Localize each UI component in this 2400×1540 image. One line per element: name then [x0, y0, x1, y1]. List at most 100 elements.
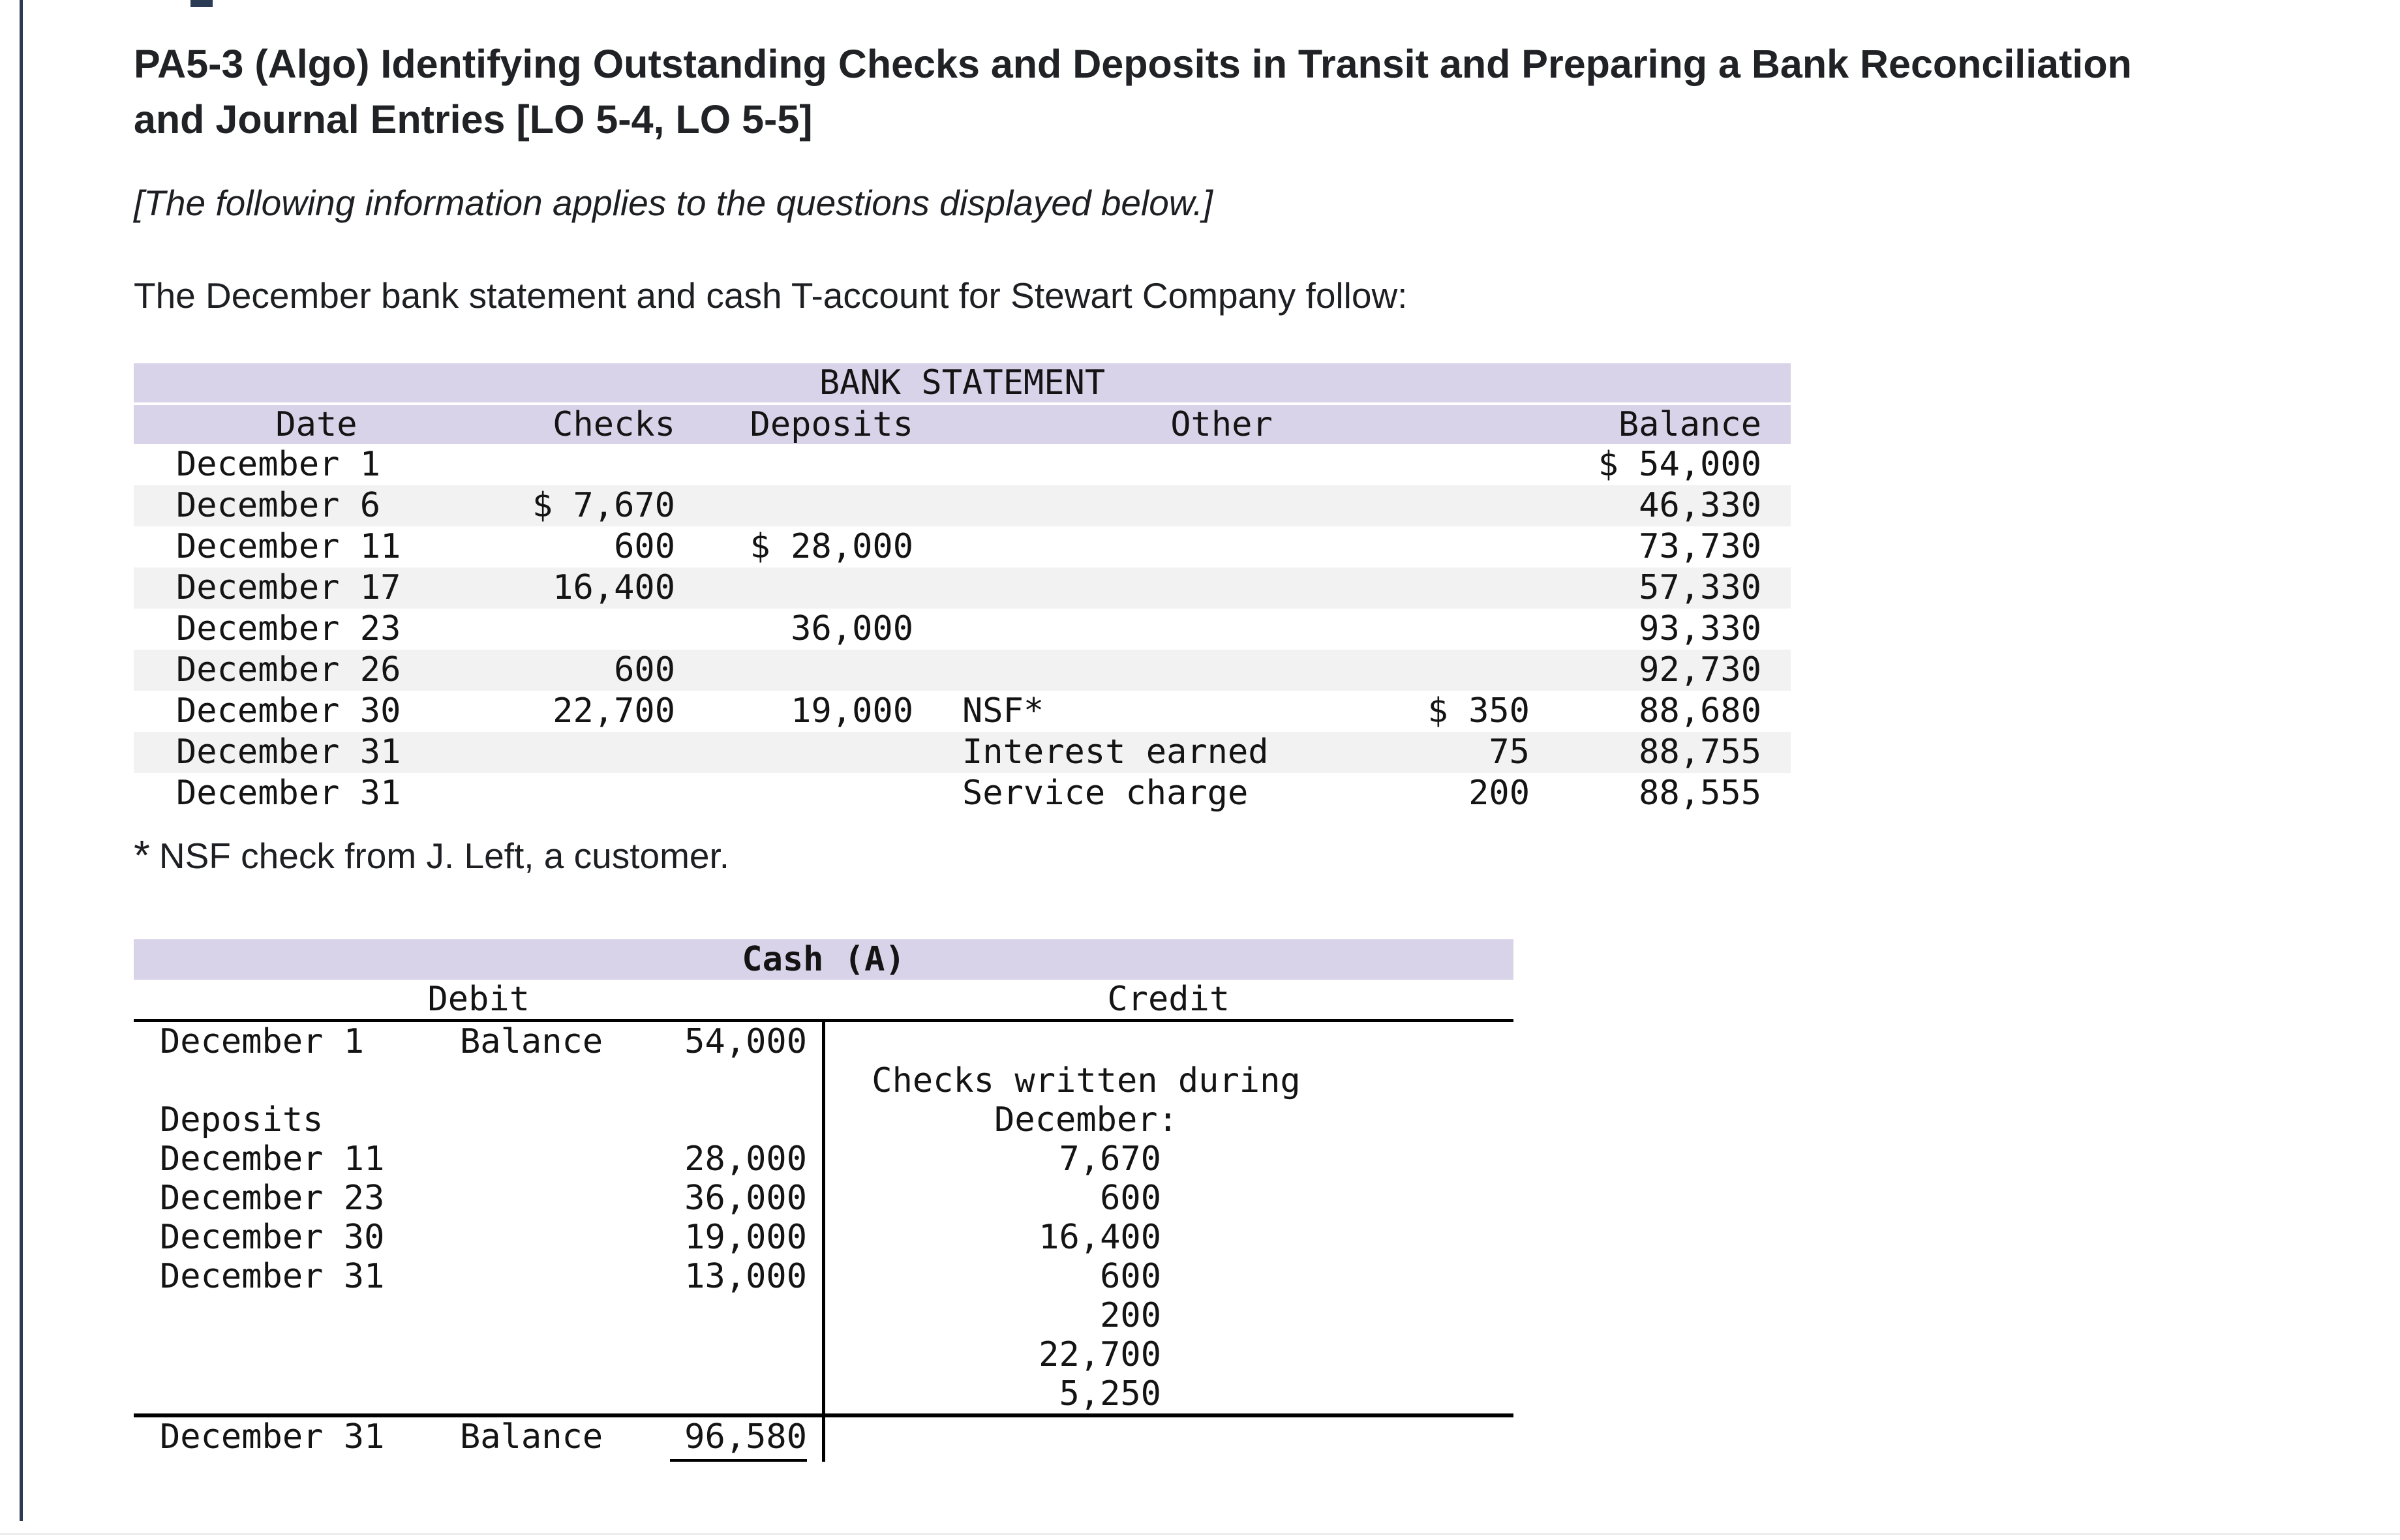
cell-checks: $ 7,670: [532, 486, 675, 526]
cell-balance: 88,555: [1639, 774, 1762, 813]
debit-header: Debit: [134, 979, 824, 1022]
credit-amount: 600: [1100, 1178, 1161, 1218]
t-account-row: December 1 Balance 54,000: [134, 1020, 1513, 1061]
cell-checks: [499, 609, 675, 650]
t-account-row: Checks written during: [134, 1061, 1513, 1100]
cell-deposits: [675, 650, 913, 691]
bank-row: December 17 16,400 57,330: [134, 567, 1791, 609]
t-account-row: December 30 19,000 16,400: [134, 1217, 1513, 1257]
bank-row: December 31 Interest earned 75 88,755: [134, 731, 1791, 773]
cell-date: December 26: [176, 650, 401, 690]
cell-other-amount: 75: [1489, 732, 1530, 772]
t-account-row: Deposits December:: [134, 1100, 1513, 1140]
cash-header-row: Debit Credit: [134, 979, 1513, 1022]
cell-deposits: [675, 485, 913, 526]
cell-date: December 30: [176, 691, 401, 731]
cell-other: Service charge: [962, 774, 1249, 813]
cash-title-row: Cash (A): [134, 939, 1513, 980]
left-accent-rule: [20, 0, 23, 1521]
info-note: [The following information applies to th…: [134, 182, 1213, 223]
cell-other: NSF*: [962, 691, 1044, 731]
bank-statement-title-row: BANK STATEMENT: [134, 363, 1791, 405]
cell-balance: 88,680: [1639, 691, 1762, 731]
bank-row: December 11 600 $ 28,000 73,730: [134, 526, 1791, 567]
cell-checks: [499, 773, 675, 814]
bank-row: December 26 600 92,730: [134, 649, 1791, 691]
cell-checks: 16,400: [553, 568, 675, 608]
nsf-footnote: * NSF check from J. Left, a customer.: [134, 831, 2286, 879]
deposit-amount: 19,000: [684, 1217, 807, 1257]
bank-statement-title: BANK STATEMENT: [134, 363, 1791, 405]
cell-date: December 17: [176, 568, 401, 608]
cell-other-amount: 200: [1468, 774, 1530, 813]
footnote-asterisk: *: [134, 831, 150, 879]
credit-amount: 7,670: [1059, 1139, 1161, 1179]
cell-checks: [499, 732, 675, 773]
cash-account-title: Cash (A): [134, 939, 1513, 980]
closing-balance-row: December 31 Balance 96,580: [134, 1413, 1513, 1462]
footnote-text: NSF check from J. Left, a customer.: [159, 835, 730, 876]
cell-date: December 11: [176, 527, 401, 567]
col-header-checks: Checks: [499, 403, 675, 444]
cell-deposits: [675, 732, 913, 773]
opening-balance-row: December 1 Balance 54,000: [134, 1022, 822, 1061]
deposit-amount: 13,000: [684, 1256, 807, 1296]
deposit-amount: 36,000: [684, 1178, 807, 1218]
bank-statement-header-row: Date Checks Deposits Other Balance: [134, 403, 1791, 444]
bank-row: December 31 Service charge 200 88,555: [134, 773, 1791, 814]
cell-balance: 46,330: [1639, 486, 1762, 526]
cell-date: December 31: [176, 732, 401, 772]
cell-other: [913, 609, 1279, 650]
top-accent-dash: [190, 0, 213, 7]
deposit-amount: 28,000: [684, 1139, 807, 1179]
cell-other-amount: $ 350: [1427, 691, 1530, 731]
cell-date: December 6: [176, 486, 381, 526]
credit-amount: 16,400: [1039, 1217, 1161, 1257]
cell-other: [913, 485, 1279, 526]
cell-deposits: $ 28,000: [750, 527, 913, 567]
cell-checks: 22,700: [553, 691, 675, 731]
deposit-date: December 23: [160, 1178, 385, 1218]
t-account-row: December 23 36,000 600: [134, 1178, 1513, 1218]
problem-content: PA5-3 (Algo) Identifying Outstanding Che…: [134, 0, 2286, 1462]
cell-other-amount: [1279, 609, 1530, 650]
cell-checks: [499, 444, 675, 485]
cell-other: Interest earned: [962, 732, 1269, 772]
cell-balance: 88,755: [1639, 732, 1762, 772]
cell-other: [913, 567, 1279, 609]
cell-checks: 600: [614, 650, 675, 690]
t-account-row: 22,700: [134, 1335, 1513, 1374]
cell-deposits: 36,000: [791, 609, 913, 649]
col-header-date: Date: [134, 403, 499, 444]
cell-balance: 92,730: [1639, 650, 1762, 690]
t-account-row: 5,250: [134, 1374, 1513, 1415]
cell-balance: 73,730: [1639, 527, 1762, 567]
credit-amount: 22,700: [1039, 1335, 1161, 1374]
intro-text: The December bank statement and cash T-a…: [134, 275, 1408, 316]
credit-amount: 5,250: [1059, 1374, 1161, 1413]
credit-amount: 600: [1100, 1256, 1161, 1296]
cell-balance: $ 54,000: [1598, 445, 1762, 485]
cell-other-amount: [1279, 650, 1530, 691]
closing-label: Balance: [460, 1417, 603, 1457]
cell-other-amount: [1279, 526, 1530, 567]
cell-date: December 23: [176, 609, 401, 649]
t-account-row: December 31 13,000 600: [134, 1256, 1513, 1296]
col-header-balance: Balance: [1530, 403, 1791, 444]
credit-caption-line2: December:: [994, 1100, 1178, 1140]
cell-deposits: 19,000: [791, 691, 913, 731]
cell-checks: 600: [614, 527, 675, 567]
credit-caption-line1: Checks written during: [872, 1061, 1301, 1100]
cell-balance: 93,330: [1639, 609, 1762, 649]
deposit-date: December 31: [160, 1256, 385, 1296]
col-header-other: Other: [913, 403, 1530, 444]
opening-date: December 1: [160, 1021, 365, 1061]
cell-other: [913, 526, 1279, 567]
bank-row: December 1 $ 54,000: [134, 444, 1791, 485]
cell-balance: 57,330: [1639, 568, 1762, 608]
deposit-date: December 11: [160, 1139, 385, 1179]
cell-other-amount: [1279, 567, 1530, 609]
deposits-label: Deposits: [160, 1100, 324, 1140]
cash-t-account: Cash (A) Debit Credit December 1 Balance…: [134, 939, 1513, 1462]
cell-other-amount: [1279, 444, 1530, 485]
